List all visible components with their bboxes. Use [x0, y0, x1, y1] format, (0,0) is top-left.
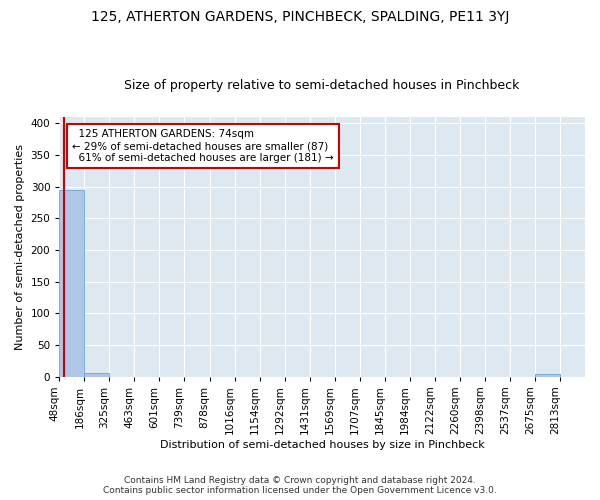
Text: 125, ATHERTON GARDENS, PINCHBECK, SPALDING, PE11 3YJ: 125, ATHERTON GARDENS, PINCHBECK, SPALDI…: [91, 10, 509, 24]
Text: 125 ATHERTON GARDENS: 74sqm
← 29% of semi-detached houses are smaller (87)
  61%: 125 ATHERTON GARDENS: 74sqm ← 29% of sem…: [72, 130, 334, 162]
Text: Contains HM Land Registry data © Crown copyright and database right 2024.
Contai: Contains HM Land Registry data © Crown c…: [103, 476, 497, 495]
Title: Size of property relative to semi-detached houses in Pinchbeck: Size of property relative to semi-detach…: [124, 79, 520, 92]
X-axis label: Distribution of semi-detached houses by size in Pinchbeck: Distribution of semi-detached houses by …: [160, 440, 485, 450]
Bar: [85, 374, 109, 376]
Bar: [59, 190, 85, 376]
Bar: [535, 374, 560, 376]
Y-axis label: Number of semi-detached properties: Number of semi-detached properties: [15, 144, 25, 350]
